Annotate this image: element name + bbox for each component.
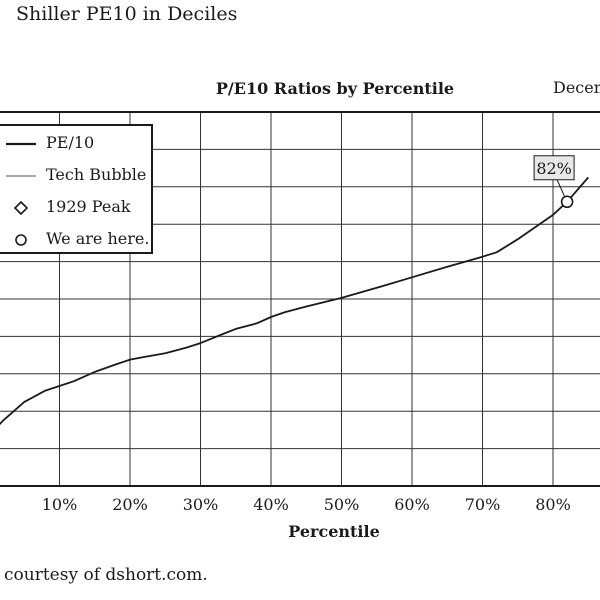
chart-title: P/E10 Ratios by Percentile [216,79,454,98]
we-are-here-marker [560,195,574,209]
x-tick-label: 10% [42,495,78,514]
date-label: Decem [553,78,600,97]
x-tick-label: 80% [535,495,571,514]
x-tick-labels: 10% 20% 30% 40% 50% 60% 70% 80% [42,495,571,514]
legend: PE/10 Tech Bubble 1929 Peak We are here. [0,124,153,254]
callout-box [533,155,575,181]
x-tick-label: 20% [112,495,148,514]
x-tick-label: 70% [465,495,501,514]
series-layer [0,176,589,426]
plot-area-border [0,111,600,487]
x-tick-label: 50% [324,495,360,514]
grid [0,112,600,486]
legend-item-1929-peak: 1929 Peak [0,196,153,220]
series-line-pe10 [0,176,589,426]
legend-label: We are here. [46,229,150,248]
marker-layer: 82% [533,155,575,209]
legend-label: PE/10 [46,133,95,152]
x-axis-title: Percentile [288,522,380,541]
callout-label: 82% [536,159,572,178]
legend-label: Tech Bubble [46,165,147,184]
legend-item-pe10: PE/10 [0,132,153,156]
legend-item-tech-bubble: Tech Bubble [0,164,153,188]
legend-item-we-are-here: We are here. [0,228,153,252]
credit-text: courtesy of dshort.com. [4,565,208,585]
legend-label: 1929 Peak [46,197,131,216]
legend-swatch-line-thin [6,175,36,177]
page-title: Shiller PE10 in Deciles [16,3,238,25]
callout-leader [556,179,566,198]
circle-icon [15,234,27,246]
diamond-icon [13,200,29,216]
legend-swatch-line-thick [6,142,36,146]
x-tick-label: 40% [253,495,289,514]
x-tick-label: 60% [394,495,430,514]
x-tick-label: 30% [183,495,219,514]
